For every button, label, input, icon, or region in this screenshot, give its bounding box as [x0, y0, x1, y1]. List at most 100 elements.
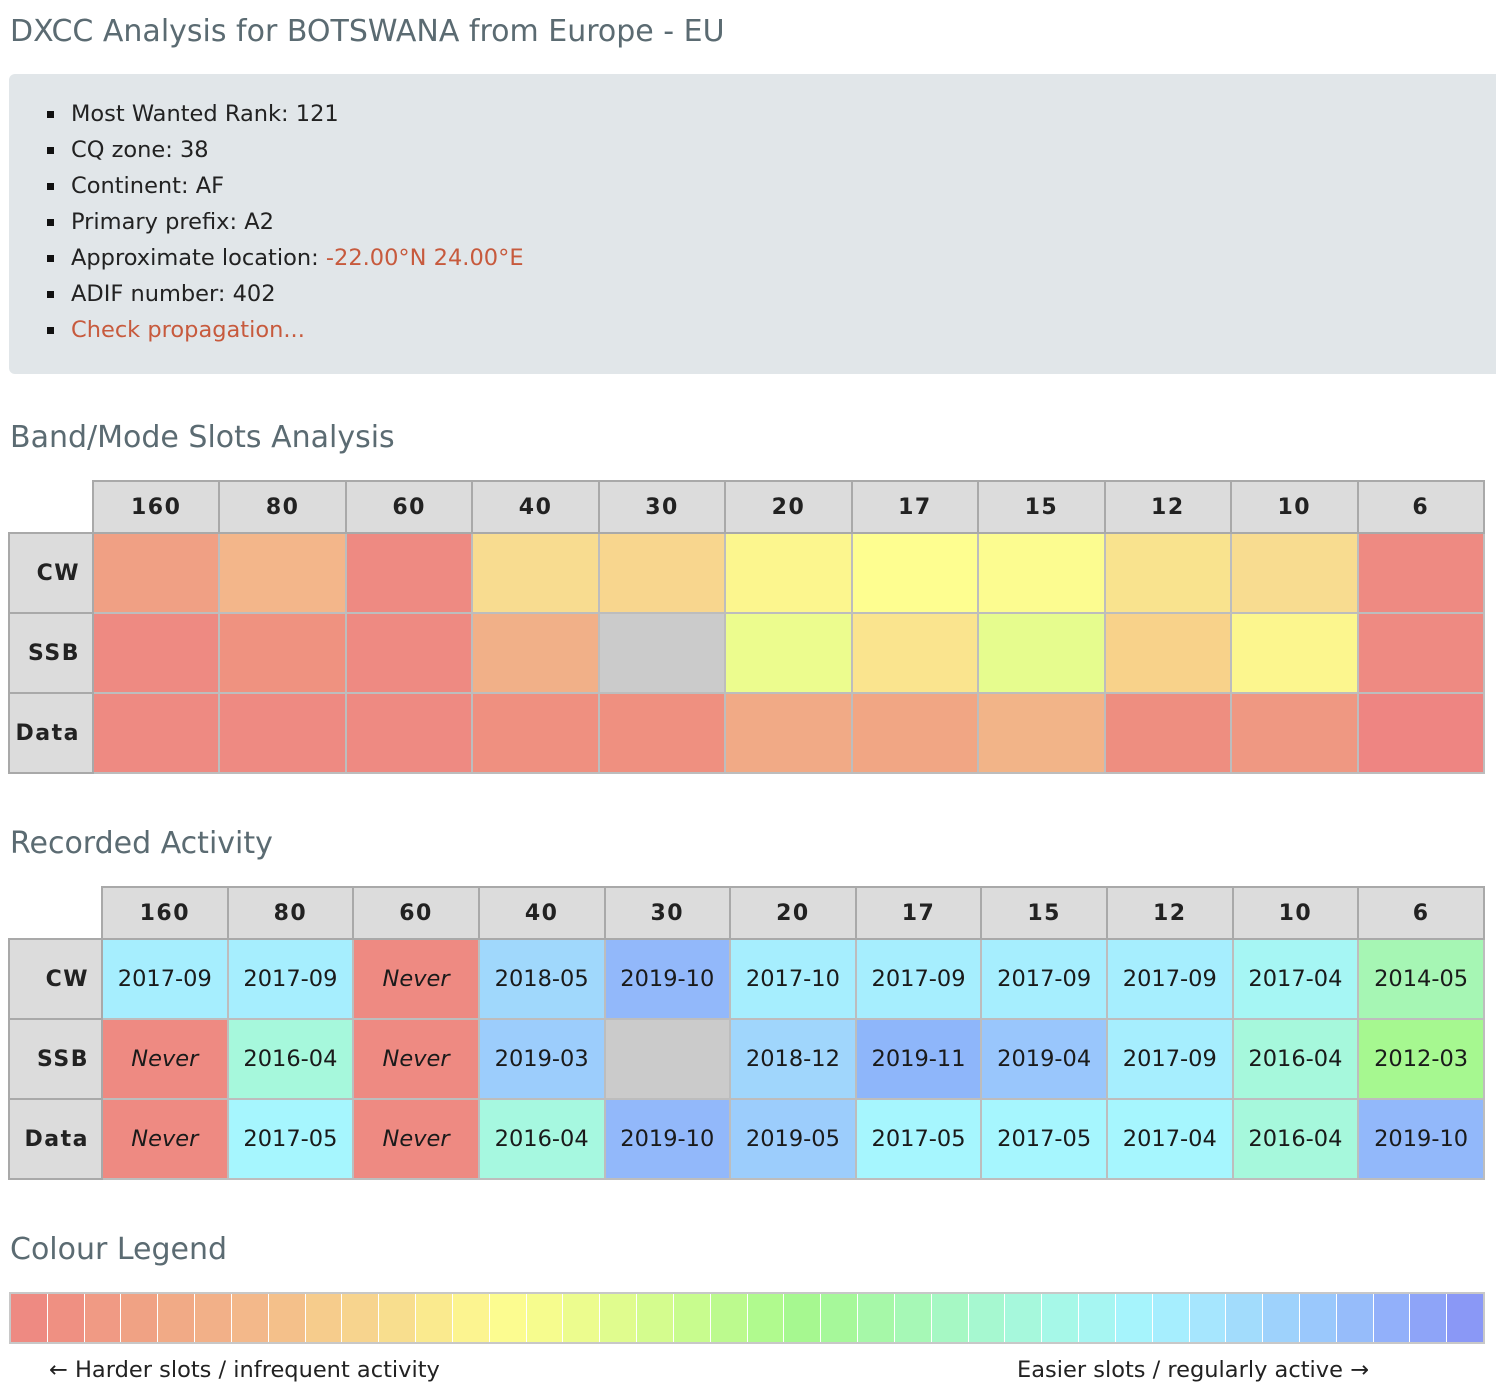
- slot-cell-data-30[interactable]: 2019-10: [603, 1098, 732, 1180]
- slot-cell-data-17[interactable]: 2017-05: [854, 1098, 983, 1180]
- slot-cell-ssb-17[interactable]: 2019-11: [854, 1018, 983, 1100]
- slot-cell-ssb-40[interactable]: 2019-03: [477, 1018, 606, 1100]
- legend-swatch: [1299, 1294, 1337, 1342]
- slot-cell-data-20[interactable]: [724, 692, 853, 774]
- entity-info-list: Most Wanted Rank: 121 CQ zone: 38 Contin…: [47, 96, 524, 348]
- slot-cell-cw-12[interactable]: [1103, 532, 1233, 614]
- slot-cell-data-80[interactable]: 2017-05: [226, 1098, 355, 1180]
- activity-heading: Recorded Activity: [10, 826, 273, 861]
- band-header-6: 6: [1357, 886, 1485, 940]
- slot-cell-data-12[interactable]: [1103, 692, 1233, 774]
- slot-cell-ssb-10[interactable]: 2016-04: [1231, 1018, 1360, 1100]
- slot-cell-ssb-17[interactable]: [850, 612, 980, 694]
- band-header-40: 40: [477, 886, 606, 940]
- check-propagation-link[interactable]: Check propagation...: [71, 317, 305, 343]
- legend-swatch: [931, 1294, 969, 1342]
- legend-swatch: [1226, 1294, 1264, 1342]
- band-header-10: 10: [1231, 886, 1360, 940]
- slot-cell-cw-40[interactable]: 2018-05: [477, 938, 606, 1020]
- slot-cell-ssb-20[interactable]: [724, 612, 853, 694]
- slot-cell-cw-6[interactable]: 2014-05: [1357, 938, 1485, 1020]
- slot-cell-cw-80[interactable]: [218, 532, 347, 614]
- slot-cell-ssb-30[interactable]: [603, 1018, 732, 1100]
- legend-swatch: [821, 1294, 859, 1342]
- slot-cell-data-6[interactable]: [1356, 692, 1486, 774]
- slot-cell-cw-20[interactable]: [724, 532, 853, 614]
- legend-swatch: [600, 1294, 638, 1342]
- slot-cell-ssb-15[interactable]: 2019-04: [980, 1018, 1108, 1100]
- slot-cell-ssb-20[interactable]: 2018-12: [729, 1018, 857, 1100]
- slot-cell-cw-10[interactable]: 2017-04: [1231, 938, 1360, 1020]
- slot-cell-cw-30[interactable]: [597, 532, 727, 614]
- adif-number: ADIF number: 402: [47, 276, 524, 312]
- slot-cell-cw-15[interactable]: [977, 532, 1106, 614]
- corner-cell: [9, 481, 93, 533]
- legend-swatch: [1373, 1294, 1411, 1342]
- slot-cell-ssb-40[interactable]: [471, 612, 600, 694]
- slot-cell-data-80[interactable]: [218, 692, 347, 774]
- slot-cell-cw-6[interactable]: [1356, 532, 1486, 614]
- slot-cell-cw-80[interactable]: 2017-09: [226, 938, 355, 1020]
- slot-cell-data-40[interactable]: [471, 692, 600, 774]
- slot-cell-data-15[interactable]: [977, 692, 1106, 774]
- slots-heading: Band/Mode Slots Analysis: [10, 420, 395, 455]
- slot-cell-ssb-160[interactable]: [91, 612, 221, 694]
- slot-cell-cw-20[interactable]: 2017-10: [729, 938, 857, 1020]
- slot-cell-data-20[interactable]: 2019-05: [729, 1098, 857, 1180]
- slot-cell-cw-15[interactable]: 2017-09: [980, 938, 1108, 1020]
- mode-header-ssb: SSB: [8, 612, 94, 694]
- slot-cell-data-12[interactable]: 2017-04: [1106, 1098, 1234, 1180]
- slot-cell-data-10[interactable]: [1230, 692, 1359, 774]
- band-header-17: 17: [854, 886, 983, 940]
- slot-cell-ssb-12[interactable]: 2017-09: [1106, 1018, 1234, 1100]
- slot-cell-data-160[interactable]: Never: [101, 1098, 229, 1180]
- slot-cell-ssb-12[interactable]: [1103, 612, 1233, 694]
- slot-cell-cw-17[interactable]: 2017-09: [854, 938, 983, 1020]
- band-header-6: 6: [1356, 480, 1486, 534]
- slot-cell-cw-160[interactable]: [91, 532, 221, 614]
- location-label: Approximate location:: [71, 245, 326, 271]
- slot-cell-data-30[interactable]: [597, 692, 727, 774]
- slot-cell-ssb-30[interactable]: [597, 612, 727, 694]
- legend-heading: Colour Legend: [10, 1232, 228, 1267]
- legend-swatch: [1079, 1294, 1116, 1342]
- slot-cell-cw-60[interactable]: [344, 532, 474, 614]
- slot-cell-ssb-10[interactable]: [1230, 612, 1359, 694]
- legend-swatch: [84, 1294, 122, 1342]
- slot-cell-data-6[interactable]: 2019-10: [1357, 1098, 1485, 1180]
- slot-cell-cw-17[interactable]: [850, 532, 980, 614]
- legend-swatch: [489, 1294, 527, 1342]
- slot-cell-data-40[interactable]: 2016-04: [477, 1098, 606, 1180]
- band-header-80: 80: [226, 886, 355, 940]
- slot-cell-cw-40[interactable]: [471, 532, 600, 614]
- slot-cell-data-60[interactable]: [344, 692, 474, 774]
- legend-swatch: [379, 1294, 417, 1342]
- legend-swatch: [858, 1294, 895, 1342]
- slot-cell-ssb-6[interactable]: 2012-03: [1357, 1018, 1485, 1100]
- legend-swatch: [305, 1294, 343, 1342]
- table-row: Data Never 2017-05 Never 2016-04 2019-10 2019-…: [8, 1098, 1485, 1180]
- slot-cell-cw-160[interactable]: 2017-09: [101, 938, 229, 1020]
- slot-cell-ssb-160[interactable]: Never: [101, 1018, 229, 1100]
- activity-table: 160 80 60 40 30 20 17 15 12 10 6 CW 2017-09 2017-09 N…: [8, 886, 1485, 1180]
- location-link[interactable]: -22.00°N 24.00°E: [325, 245, 524, 271]
- slot-cell-cw-30[interactable]: 2019-10: [603, 938, 732, 1020]
- check-propagation-item: Check propagation...: [47, 312, 524, 348]
- slot-cell-ssb-80[interactable]: [218, 612, 347, 694]
- legend-swatch: [637, 1294, 674, 1342]
- slot-cell-data-15[interactable]: 2017-05: [980, 1098, 1108, 1180]
- legend-swatch: [968, 1294, 1006, 1342]
- slot-cell-ssb-60[interactable]: [344, 612, 474, 694]
- slot-cell-cw-12[interactable]: 2017-09: [1106, 938, 1234, 1020]
- slot-cell-data-60[interactable]: Never: [352, 1098, 480, 1180]
- slot-cell-ssb-60[interactable]: Never: [352, 1018, 480, 1100]
- slot-cell-ssb-15[interactable]: [977, 612, 1106, 694]
- slot-cell-data-17[interactable]: [850, 692, 980, 774]
- slot-cell-cw-10[interactable]: [1230, 532, 1359, 614]
- slot-cell-data-160[interactable]: [91, 692, 221, 774]
- mode-header-ssb: SSB: [8, 1018, 103, 1100]
- slot-cell-cw-60[interactable]: Never: [352, 938, 480, 1020]
- slot-cell-data-10[interactable]: 2016-04: [1231, 1098, 1360, 1180]
- slot-cell-ssb-80[interactable]: 2016-04: [226, 1018, 355, 1100]
- slot-cell-ssb-6[interactable]: [1356, 612, 1486, 694]
